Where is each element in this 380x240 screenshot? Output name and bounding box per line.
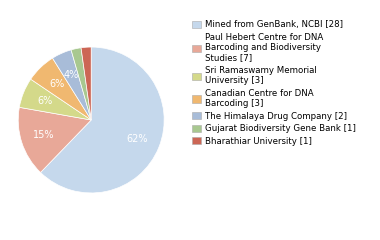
Wedge shape [41, 47, 164, 193]
Text: 6%: 6% [38, 96, 53, 106]
Wedge shape [52, 50, 91, 120]
Text: 4%: 4% [63, 70, 79, 80]
Wedge shape [81, 47, 91, 120]
Legend: Mined from GenBank, NCBI [28], Paul Hebert Centre for DNA
Barcoding and Biodiver: Mined from GenBank, NCBI [28], Paul Hebe… [190, 18, 358, 147]
Wedge shape [19, 79, 91, 120]
Wedge shape [18, 107, 91, 173]
Text: 15%: 15% [33, 130, 55, 140]
Text: 6%: 6% [49, 79, 64, 89]
Wedge shape [31, 58, 91, 120]
Wedge shape [71, 48, 91, 120]
Text: 62%: 62% [127, 134, 148, 144]
